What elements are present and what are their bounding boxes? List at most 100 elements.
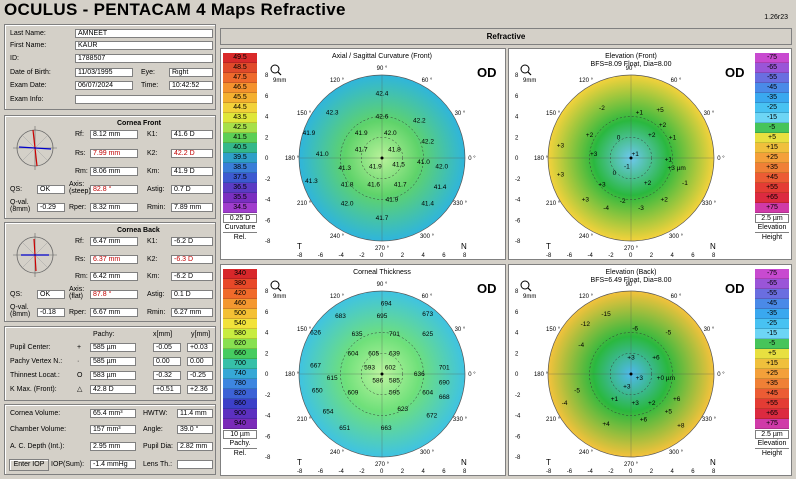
id-label: ID: bbox=[10, 55, 19, 62]
topography-map[interactable]: Elevation (Front)BFS=8.09 Float, Dia=8.0… bbox=[509, 49, 753, 259]
enter-iop-button[interactable]: Enter IOP bbox=[9, 459, 49, 471]
topography-map[interactable]: Elevation (Back)BFS=6.49 Float, Dia=8.00… bbox=[509, 265, 753, 475]
y-tick-label: 2 bbox=[265, 135, 269, 141]
map-value: 41.3 bbox=[338, 165, 351, 172]
map-value: -15 bbox=[601, 311, 611, 318]
eye-field[interactable]: Right bbox=[169, 68, 213, 77]
scale-step: 47.5 bbox=[223, 73, 257, 83]
pupil-center-marker bbox=[380, 156, 384, 160]
map-value: +2 bbox=[659, 122, 667, 129]
map-panel-2: -75 -65 -55 -45 -35 -25 -15 -5 +5 +15 +25 +35 +45 +55… bbox=[508, 48, 792, 260]
map-value: 595 bbox=[389, 389, 400, 396]
pachy-row-label: Pachy Vertex N.: bbox=[10, 358, 63, 365]
front-k1-value: 41.6 D bbox=[171, 130, 213, 139]
exam-date-field[interactable]: 06/07/2024 bbox=[75, 81, 133, 90]
map-value: 41.0 bbox=[417, 159, 430, 166]
front-qs-label: QS: bbox=[10, 186, 23, 193]
temporal-label: T bbox=[297, 458, 302, 467]
magnifier-icon[interactable] bbox=[270, 64, 280, 74]
degree-label: 300 ° bbox=[420, 234, 435, 240]
topography-map[interactable]: Corneal Thickness -8 -8 -6 -6 -4 -4 -2 -2 0 0 2 2 4 4 6… bbox=[259, 265, 505, 475]
y-tick-label: 0 bbox=[515, 156, 519, 162]
acd-value: 2.95 mm bbox=[90, 442, 136, 451]
map-value: 41.4 bbox=[434, 184, 447, 191]
scale-step: 420 bbox=[223, 289, 257, 299]
zoom-label: 9mm bbox=[523, 78, 536, 84]
front-axis-value: 82.8 ° bbox=[90, 185, 138, 194]
cornea-back-title: Cornea Back bbox=[117, 227, 160, 234]
scale-step: +35 bbox=[755, 379, 789, 389]
topography-map[interactable]: Axial / Sagittal Curvature (Front) -8 -8 -6… bbox=[259, 49, 505, 259]
map-value: 683 bbox=[335, 313, 346, 320]
map-value: +3 bbox=[631, 400, 639, 407]
exam-info-field[interactable] bbox=[75, 95, 213, 104]
scale-mode[interactable]: Height bbox=[755, 232, 789, 242]
scale-step: -65 bbox=[755, 63, 789, 73]
iop-label: IOP(Sum): bbox=[51, 461, 85, 468]
scale-step: 700 bbox=[223, 359, 257, 369]
front-k2-value: 42.2 D bbox=[171, 149, 213, 158]
front-k1-label: K1: bbox=[147, 131, 158, 138]
degree-label: 60 ° bbox=[671, 78, 682, 84]
scale-step: 460 bbox=[223, 299, 257, 309]
scale-mode[interactable]: Rel. bbox=[223, 448, 257, 458]
map-value: 635 bbox=[352, 331, 363, 338]
y-tick-label: 6 bbox=[515, 310, 519, 316]
scale-step: -65 bbox=[755, 279, 789, 289]
back-rmin-value: 6.27 mm bbox=[171, 308, 213, 317]
scale-unit[interactable]: 0.25 D bbox=[223, 214, 257, 223]
degree-label: 210 ° bbox=[297, 201, 312, 207]
scale-step: +25 bbox=[755, 153, 789, 163]
scale-step: +55 bbox=[755, 399, 789, 409]
scale-step: -45 bbox=[755, 299, 789, 309]
scale-step: 46.5 bbox=[223, 83, 257, 93]
magnifier-handle bbox=[277, 71, 282, 76]
degree-label: 300 ° bbox=[669, 450, 684, 456]
scale-mode[interactable]: Height bbox=[755, 448, 789, 458]
last-name-field[interactable]: AMNEET bbox=[75, 29, 213, 38]
scale-unit[interactable]: 2.5 µm bbox=[755, 430, 789, 439]
map-value: 586 bbox=[372, 378, 383, 385]
back-rm-label: Rm: bbox=[75, 273, 88, 280]
degree-label: 270 ° bbox=[375, 246, 390, 252]
y-tick-label: 6 bbox=[265, 94, 269, 100]
scale-step: +15 bbox=[755, 143, 789, 153]
y-tick-label: -2 bbox=[515, 393, 521, 399]
magnifier-icon[interactable] bbox=[520, 280, 530, 290]
map-value: 636 bbox=[414, 371, 425, 378]
scale-unit[interactable]: 10 µm bbox=[223, 430, 257, 439]
scale-step: 860 bbox=[223, 399, 257, 409]
y-col-header: y[mm] bbox=[191, 331, 211, 338]
dob-field[interactable]: 11/03/1995 bbox=[75, 68, 133, 77]
degree-label: 180 ° bbox=[285, 372, 300, 378]
map-value: +4 bbox=[602, 421, 610, 428]
degree-label: 150 ° bbox=[297, 111, 312, 117]
magnifier-icon[interactable] bbox=[270, 280, 280, 290]
iop-value[interactable]: -1.4 mmHg bbox=[90, 460, 136, 469]
x-tick-label: -8 bbox=[297, 253, 303, 259]
y-tick-label: -6 bbox=[265, 434, 271, 440]
scale-step: 500 bbox=[223, 309, 257, 319]
front-rper-label: Rper: bbox=[69, 204, 87, 211]
degree-label: 330 ° bbox=[702, 201, 717, 207]
front-rs-value: 7.99 mm bbox=[90, 149, 138, 158]
maps-header: Refractive bbox=[220, 28, 792, 45]
x-tick-label: -6 bbox=[318, 253, 324, 259]
y-tick-label: -2 bbox=[265, 177, 271, 183]
degree-label: 60 ° bbox=[422, 78, 433, 84]
lens-th-label: Lens Th.: bbox=[143, 461, 173, 468]
cornea-volume-label: Cornea Volume: bbox=[10, 410, 61, 417]
x-tick-label: -8 bbox=[546, 469, 552, 475]
scale-mode[interactable]: Rel. bbox=[223, 232, 257, 242]
eye-od-label: OD bbox=[477, 65, 497, 80]
map-value: 41.5 bbox=[392, 162, 405, 169]
acd-label: A. C. Depth (Int.): bbox=[10, 443, 65, 450]
y-tick-label: -8 bbox=[265, 455, 271, 461]
id-field[interactable]: 1788507 bbox=[75, 54, 213, 63]
first-name-field[interactable]: KAUR bbox=[75, 41, 213, 50]
scale-unit[interactable]: 2.5 µm bbox=[755, 214, 789, 223]
time-field[interactable]: 10:42:52 bbox=[169, 81, 213, 90]
scale-step: -5 bbox=[755, 123, 789, 133]
magnifier-icon[interactable] bbox=[520, 64, 530, 74]
map-value: 623 bbox=[397, 406, 408, 413]
